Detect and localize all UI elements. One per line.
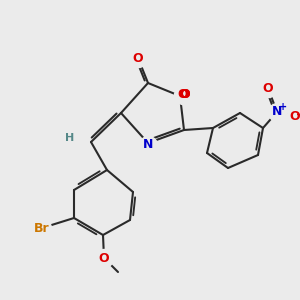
Text: O: O <box>99 251 109 265</box>
Text: O: O <box>290 110 300 122</box>
Text: O: O <box>179 88 190 101</box>
Text: +: + <box>279 102 287 112</box>
Text: O: O <box>178 88 188 101</box>
Text: H: H <box>65 133 75 143</box>
Text: N: N <box>272 106 282 118</box>
Text: O: O <box>133 52 143 64</box>
Text: −: − <box>296 110 300 119</box>
Text: O: O <box>263 82 273 94</box>
Text: N: N <box>143 138 153 151</box>
Text: O: O <box>179 88 190 101</box>
Text: Br: Br <box>34 221 50 235</box>
